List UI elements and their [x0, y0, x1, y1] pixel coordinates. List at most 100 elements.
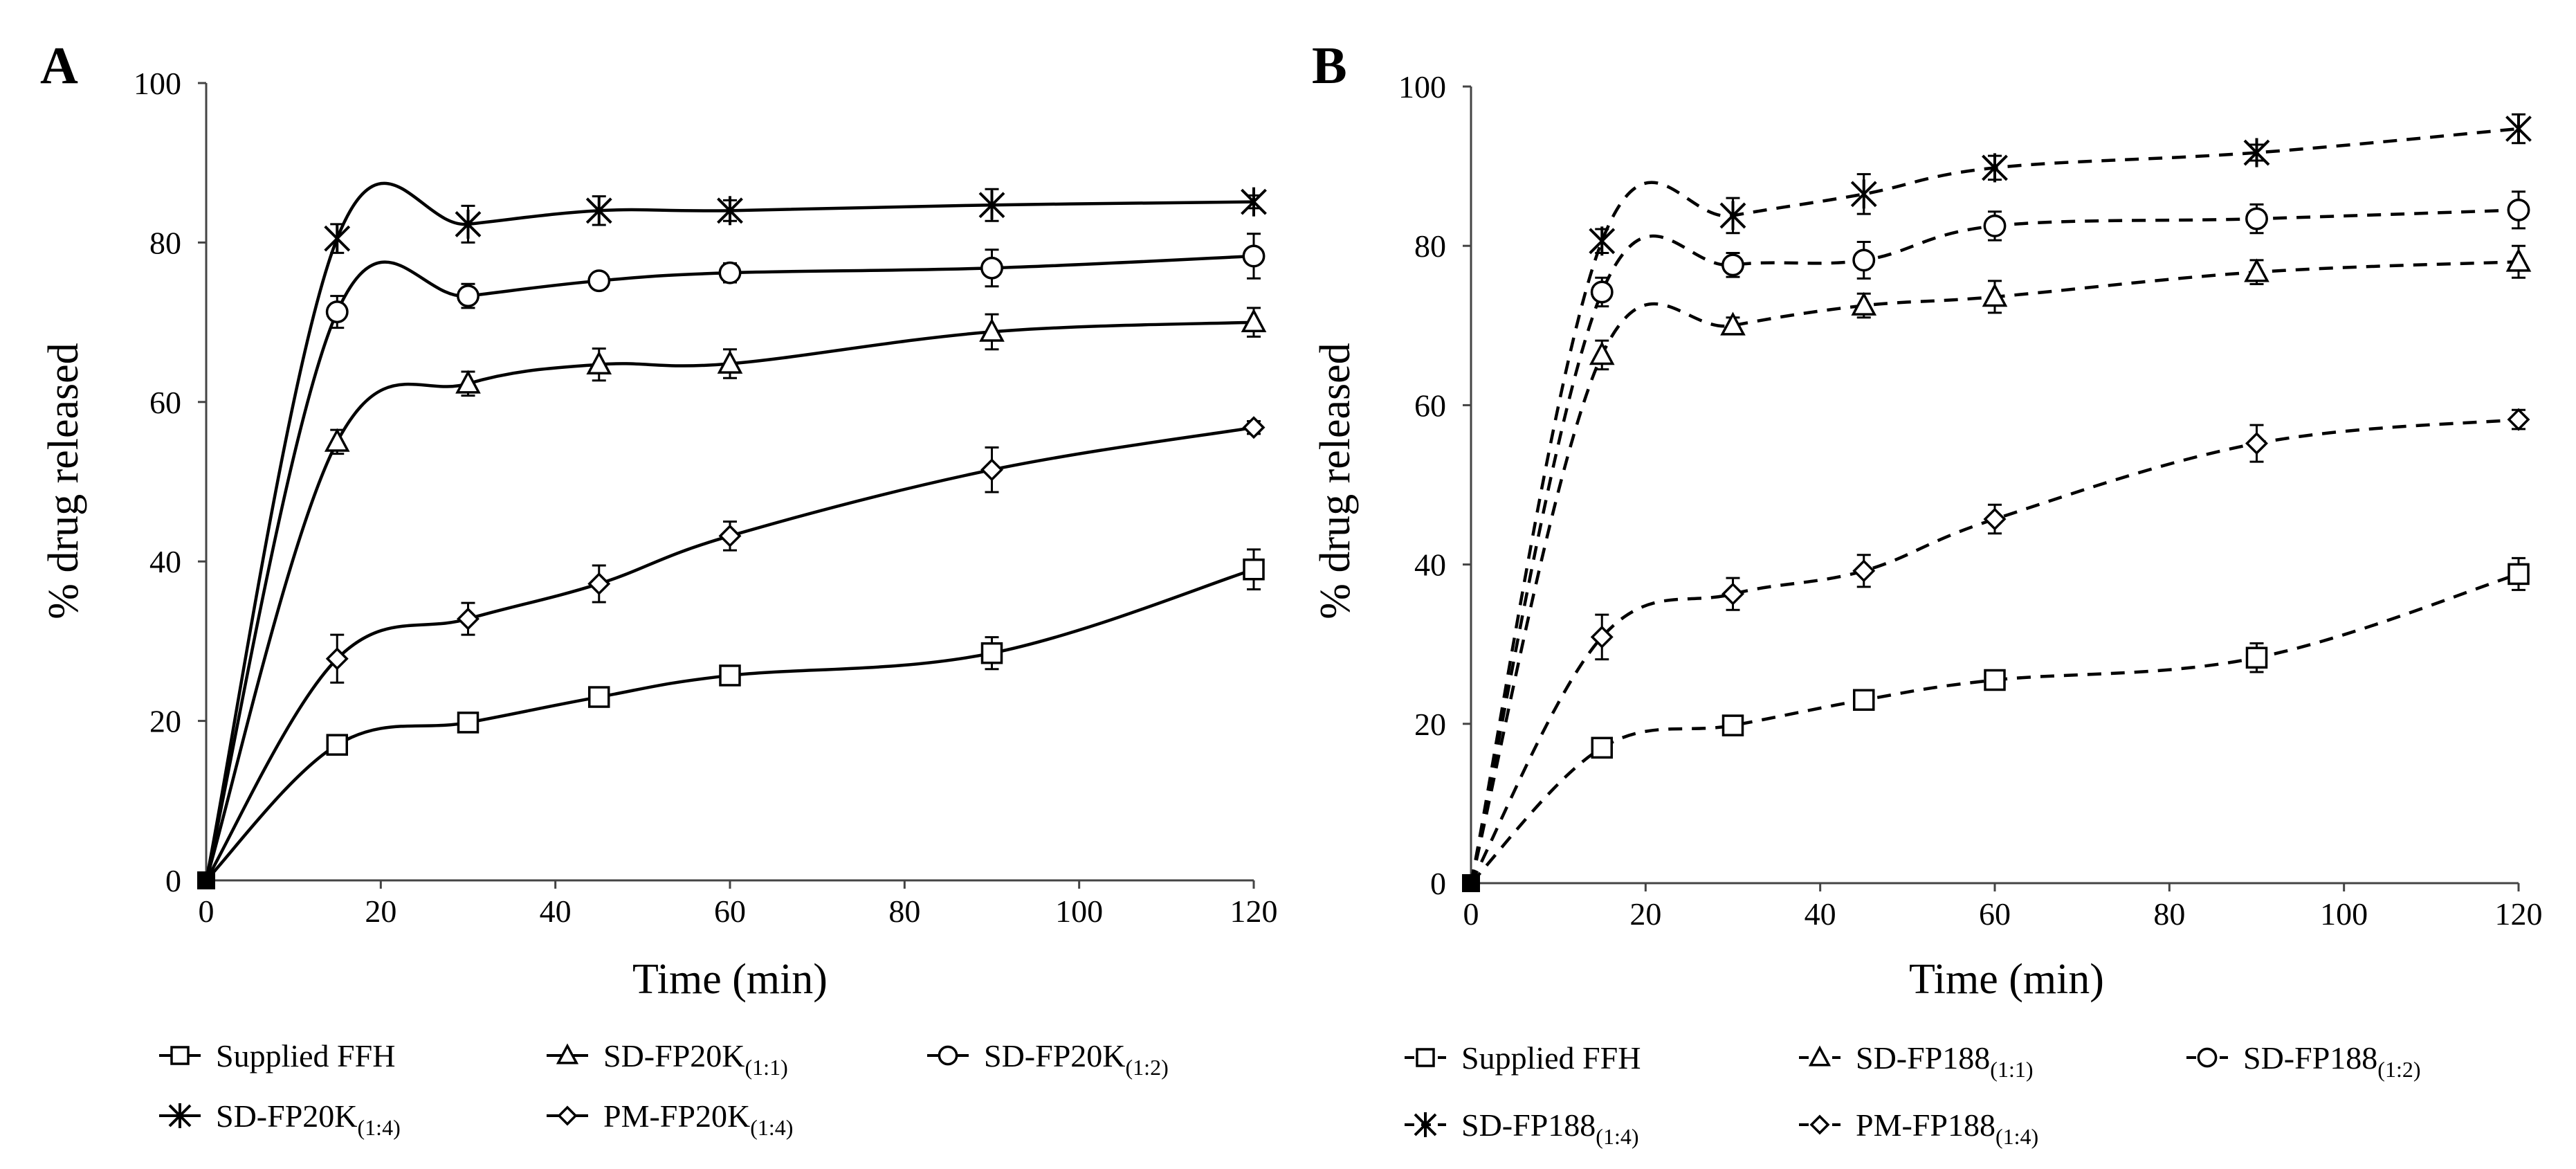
panel-letter: B: [1312, 37, 1347, 95]
series-r12: [1469, 190, 2530, 884]
y-tick-label: 80: [1414, 228, 1446, 264]
data-point-circle: [1983, 214, 2007, 237]
legend-item-ffh: Supplied FFH: [1405, 1040, 1641, 1076]
x-tick-label: 0: [1463, 896, 1479, 932]
legend-item-r12: SD-FP188(1:2): [2186, 1040, 2421, 1082]
data-point-diamond: [457, 607, 479, 631]
data-point-asterisk: [324, 224, 351, 253]
y-tick-label: 60: [1414, 388, 1446, 423]
data-point-diamond: [325, 647, 349, 671]
data-point-circle: [1721, 253, 1744, 277]
data-point-diamond: [1852, 559, 1876, 583]
legend-label: SD-FP188(1:4): [1461, 1107, 1639, 1149]
data-point-asterisk: [585, 196, 612, 226]
data-point-triangle: [1720, 311, 1746, 336]
data-point-asterisk: [2243, 138, 2270, 167]
data-point-asterisk: [978, 190, 1005, 220]
legend-label-name: SD-FP20K: [216, 1098, 358, 1134]
legend-marker-asterisk: [1414, 1112, 1437, 1137]
legend-label: SD-FP20K(1:2): [984, 1038, 1169, 1080]
data-point-triangle: [717, 350, 743, 374]
legend-item-r14: SD-FP188(1:4): [1405, 1107, 1639, 1149]
legend-item-r12: SD-FP20K(1:2): [927, 1038, 1169, 1080]
data-point-triangle: [1851, 291, 1877, 316]
legend-label-subscript: (1:1): [1990, 1057, 2033, 1082]
legend-label: PM-FP188(1:4): [1856, 1107, 2038, 1149]
legend-item-r14: SD-FP20K(1:4): [159, 1098, 401, 1140]
series-ffh: [1470, 556, 2530, 885]
legend-item-pm14: PM-FP20K(1:4): [547, 1098, 793, 1140]
legend-marker-square: [1416, 1048, 1435, 1067]
legend-label-subscript: (1:2): [1126, 1055, 1169, 1080]
y-tick-label: 20: [1414, 707, 1446, 742]
legend-label-name: Supplied FFH: [1461, 1040, 1641, 1076]
legend-label-name: SD-FP20K: [603, 1038, 745, 1073]
y-tick-label: 80: [149, 225, 181, 260]
data-point-diamond: [1242, 416, 1266, 439]
data-point-asterisk: [455, 209, 482, 239]
data-point-square: [1721, 714, 1744, 736]
series-r11: [1469, 244, 2532, 884]
data-point-square: [980, 642, 1003, 664]
x-tick-label: 80: [2153, 896, 2185, 932]
series-line: [1470, 572, 2519, 885]
legend-marker-circle: [938, 1045, 958, 1066]
data-point-circle: [2245, 207, 2268, 230]
data-point-circle: [2507, 198, 2530, 221]
legend-label-name: PM-FP188: [1856, 1107, 1995, 1143]
x-tick-label: 40: [540, 894, 572, 929]
data-point-asterisk: [717, 196, 743, 226]
legend-label: Supplied FFH: [216, 1038, 395, 1073]
legend-label-name: PM-FP20K: [603, 1098, 750, 1134]
x-tick-label: 20: [365, 894, 396, 929]
x-tick-label: 20: [1629, 896, 1661, 932]
data-point-circle: [325, 300, 349, 324]
data-point-circle: [1852, 248, 1876, 272]
y-tick-label: 0: [1430, 866, 1446, 901]
legend-label-subscript: (1:4): [358, 1115, 401, 1140]
data-point-diamond: [2507, 408, 2530, 431]
data-point-triangle: [586, 350, 612, 375]
y-axis-label: % drug released: [1312, 343, 1359, 619]
data-point-diamond: [980, 458, 1003, 482]
legend-label-name: SD-FP188: [2243, 1040, 2377, 1076]
legend-label-name: SD-FP188: [1461, 1107, 1596, 1143]
data-point-triangle: [2505, 248, 2532, 272]
data-point-triangle: [455, 370, 481, 394]
y-axis-label: % drug released: [40, 343, 87, 619]
data-point-square: [1243, 558, 1265, 581]
data-point-circle: [587, 269, 611, 293]
legend-label: SD-FP20K(1:4): [216, 1098, 401, 1140]
panel-letter: A: [40, 37, 78, 95]
y-tick-label: 60: [149, 385, 181, 420]
legend-label: SD-FP20K(1:1): [603, 1038, 788, 1080]
legend-label-subscript: (1:1): [745, 1055, 788, 1080]
y-tick-label: 40: [1414, 547, 1446, 583]
x-tick-label: 60: [714, 894, 746, 929]
legend-marker-triangle: [556, 1043, 579, 1064]
y-tick-label: 0: [165, 863, 181, 898]
y-tick-label: 100: [1398, 69, 1446, 105]
chart-panel-A: A 0 20 40 60 80 100 0 20 40 60 80 100 120 Time (min) % …: [40, 37, 1278, 1140]
data-point-circle: [718, 261, 742, 284]
legend-label: SD-FP188(1:1): [1856, 1040, 2034, 1082]
data-point-triangle: [2244, 258, 2269, 282]
origin-point: [197, 871, 215, 889]
series-r14: [1469, 113, 2532, 884]
series-r12: [204, 233, 1266, 881]
legend-label-name: Supplied FFH: [216, 1038, 395, 1073]
legend-label-subscript: (1:4): [1596, 1124, 1638, 1149]
series-ffh: [205, 548, 1265, 882]
data-point-triangle: [1241, 308, 1267, 332]
x-axis-label: Time (min): [632, 956, 828, 1003]
data-point-diamond: [1721, 582, 1744, 606]
x-tick-label: 100: [1055, 894, 1103, 929]
legend-marker-square: [170, 1046, 190, 1065]
legend-item-pm14: PM-FP188(1:4): [1799, 1107, 2038, 1149]
data-point-square: [326, 734, 348, 756]
legend-marker-triangle: [1808, 1045, 1831, 1067]
legend-item-r11: SD-FP188(1:1): [1799, 1040, 2034, 1082]
data-point-asterisk: [1850, 179, 1877, 209]
series-r14: [204, 181, 1267, 881]
